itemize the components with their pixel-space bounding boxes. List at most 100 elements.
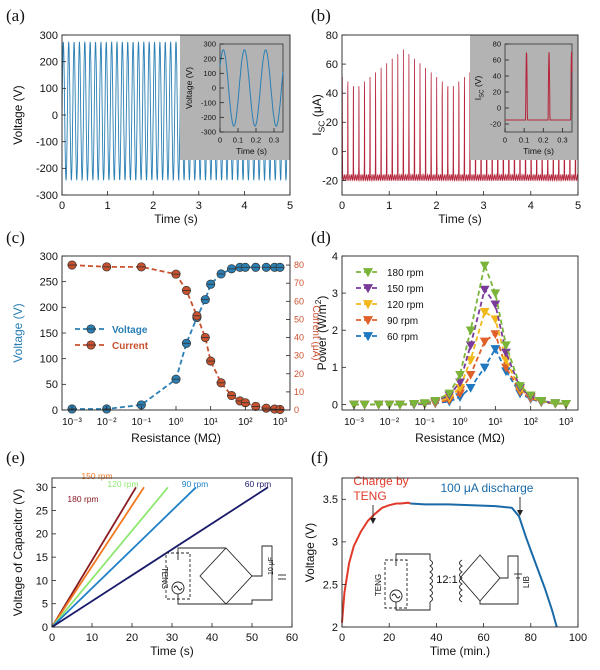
y-axis-right-c-tick-label: 40: [294, 333, 304, 343]
legend-label-120-rpm: 120 rpm: [387, 300, 424, 311]
power-point-180-rpm: [479, 261, 490, 271]
x-axis-e-tick-label: 20: [126, 632, 138, 644]
wire: [395, 602, 431, 611]
x-axis-d-tick-label: 10¹: [488, 417, 503, 428]
charge-line-60-rpm: [51, 486, 269, 628]
wire: [177, 547, 226, 560]
plot-frame-b: [341, 34, 579, 196]
x-axis-a-tick-label: 4: [241, 200, 247, 212]
inset-y-tick-label: 200: [203, 54, 216, 63]
x-axis-label-c: Resistance (MΩ): [131, 431, 221, 445]
legend-marker-60-rpm: [362, 332, 374, 342]
inset-y-tick-label: 0: [497, 104, 501, 113]
teng-source-box: [384, 559, 408, 609]
plot-frame-c: [61, 255, 291, 411]
y-axis-a-tick-label: 300: [40, 30, 58, 42]
y-axis-f-tick-label: 2: [332, 622, 338, 634]
y-axis-right-c-tick-label: 20: [294, 369, 304, 379]
y-axis-right-c-tick-label: 0: [294, 405, 299, 415]
annotation-discharge: 100 μA discharge: [441, 481, 534, 495]
y-axis-d-tick-label: 2: [332, 325, 338, 337]
inset-y-tick-label: -100: [201, 98, 216, 107]
y-axis-c-tick-label: 300: [40, 251, 58, 263]
y-axis-label-c: Voltage (V): [11, 303, 25, 362]
inset-x-tick-label: 0.2: [251, 136, 261, 145]
panel-label-b: (b): [311, 6, 331, 25]
power-point-180-rpm: [515, 382, 525, 391]
legend-marker-90-rpm: [362, 316, 374, 326]
y-axis-d-tick-label: 0: [332, 399, 338, 411]
legend-label-voltage: Voltage: [112, 325, 148, 336]
x-axis-label-b: Time (s): [438, 212, 482, 226]
circuit-diagram: [165, 545, 286, 605]
power-point-180-rpm: [373, 400, 384, 410]
x-axis-c-tick-label: 10⁰: [168, 417, 183, 428]
x-axis-f-tick-label: 80: [525, 632, 537, 644]
legend-marker-180-rpm: [362, 268, 374, 278]
chart-c: 10⁻³ 10⁻² 10⁻¹ 10⁰ 10¹ 10² 10³0501001502002503…: [11, 251, 321, 445]
x-axis-b-tick-label: 5: [575, 200, 581, 212]
x-axis-f-tick-label: 100: [569, 632, 587, 644]
power-point-120-rpm: [465, 356, 476, 365]
x-axis-b-tick-label: 3: [481, 200, 487, 212]
y-axis-d-tick-label: 1: [332, 362, 338, 374]
transformer-ratio-label: 12:1: [436, 574, 457, 586]
charge-line-150-rpm: [51, 486, 145, 628]
capacitor-label: 10 μF: [268, 557, 275, 575]
y-axis-c-tick-label: 150: [40, 328, 58, 340]
y-axis-b-tick-label: 60: [326, 59, 338, 71]
legend-marker-150-rpm: [362, 284, 374, 294]
inset-x-tick-label: 0: [218, 136, 222, 145]
legend-marker-120-rpm: [362, 300, 374, 310]
wire: [177, 594, 226, 605]
power-point-90-rpm: [490, 330, 501, 339]
inset-y-tick-label: 20: [493, 88, 501, 97]
y-axis-c-tick-label: 50: [46, 379, 58, 391]
fit-curve-current: [72, 264, 281, 411]
inset-y-label: Voltage (V): [184, 67, 194, 109]
y-axis-c-tick-label: 200: [40, 302, 58, 314]
line-label-180-rpm: 180 rpm: [67, 494, 98, 504]
x-axis-label-d: Resistance (MΩ): [415, 431, 505, 445]
x-axis-b-tick-label: 0: [339, 200, 345, 212]
annotation-charge-line1: Charge by: [353, 474, 408, 488]
x-axis-b-tick-label: 2: [433, 200, 439, 212]
legend-label-current: Current: [112, 341, 149, 352]
power-point-180-rpm: [455, 371, 465, 380]
inset-current-line: [505, 51, 573, 121]
y-axis-right-c-tick-label: 80: [294, 260, 304, 270]
y-axis-label-e: Voltage of Capacitor (V): [11, 489, 25, 616]
x-axis-e-tick-label: 40: [206, 632, 218, 644]
chart-d: 10⁻³ 10⁻² 10⁻¹ 10⁰ 10¹ 10² 10³ 0 1 2 3 4 Resistance …: [313, 251, 579, 445]
y-axis-b-tick-label: -20: [322, 175, 338, 187]
inset-x-label: Time (s): [523, 146, 554, 156]
y-axis-b-tick-label: 0: [332, 146, 338, 158]
inset-y-tick-label: 40: [493, 72, 501, 81]
x-axis-a-tick-label: 2: [150, 200, 156, 212]
y-axis-label-b: ISC (μA): [310, 94, 327, 136]
y-axis-a-tick-label: -100: [36, 137, 58, 149]
y-axis-c-tick-label: 0: [52, 405, 58, 417]
power-point-120-rpm: [490, 315, 501, 325]
inset-y-label: ISC (V): [473, 76, 486, 101]
x-axis-a-tick-label: 5: [287, 200, 293, 212]
transformer-secondary: [459, 559, 463, 603]
inset-x-tick-label: 0.1: [233, 136, 243, 145]
y-axis-b-tick-label: 80: [326, 30, 338, 42]
power-point-150-rpm: [465, 341, 476, 351]
legend-label-180-rpm: 180 rpm: [387, 268, 424, 279]
power-point-180-rpm: [490, 289, 501, 299]
inset-x-tick-label: 0.2: [538, 136, 548, 145]
y-axis-b-tick-label: 20: [326, 117, 338, 129]
inset-frame: [504, 43, 573, 133]
transformer-primary: [429, 559, 433, 603]
inset-x-tick-label: 0.1: [519, 136, 529, 145]
x-axis-label-f: Time (min.): [430, 644, 490, 658]
inset-x-tick-label: 0.3: [269, 136, 279, 145]
power-point-180-rpm: [384, 400, 395, 410]
